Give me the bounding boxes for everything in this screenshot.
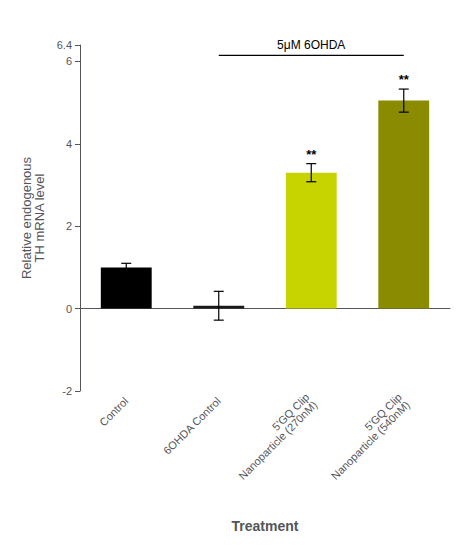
svg-text:4: 4 <box>66 138 72 150</box>
svg-text:TH mRNA level: TH mRNA level <box>32 173 47 262</box>
svg-text:Control: Control <box>97 395 131 429</box>
svg-text:5'GQ Clip: 5'GQ Clip <box>269 390 312 433</box>
svg-text:**: ** <box>306 147 317 162</box>
svg-text:0: 0 <box>66 303 72 315</box>
svg-text:Nanoparticle (270nM): Nanoparticle (270nM) <box>236 399 319 482</box>
svg-text:6.4: 6.4 <box>57 39 72 51</box>
svg-text:6OHDA Control: 6OHDA Control <box>161 395 223 457</box>
svg-text:2: 2 <box>66 220 72 232</box>
svg-text:5μM 6OHDA: 5μM 6OHDA <box>277 38 345 52</box>
svg-text:5'GQ Clip: 5'GQ Clip <box>362 390 405 433</box>
svg-text:Relative endogenous: Relative endogenous <box>18 156 34 280</box>
svg-text:6: 6 <box>66 55 72 67</box>
svg-text:Treatment: Treatment <box>232 518 299 534</box>
svg-text:Nanoparticle (540nM): Nanoparticle (540nM) <box>329 399 412 482</box>
svg-text:**: ** <box>399 72 410 87</box>
svg-text:-2: -2 <box>62 385 72 397</box>
